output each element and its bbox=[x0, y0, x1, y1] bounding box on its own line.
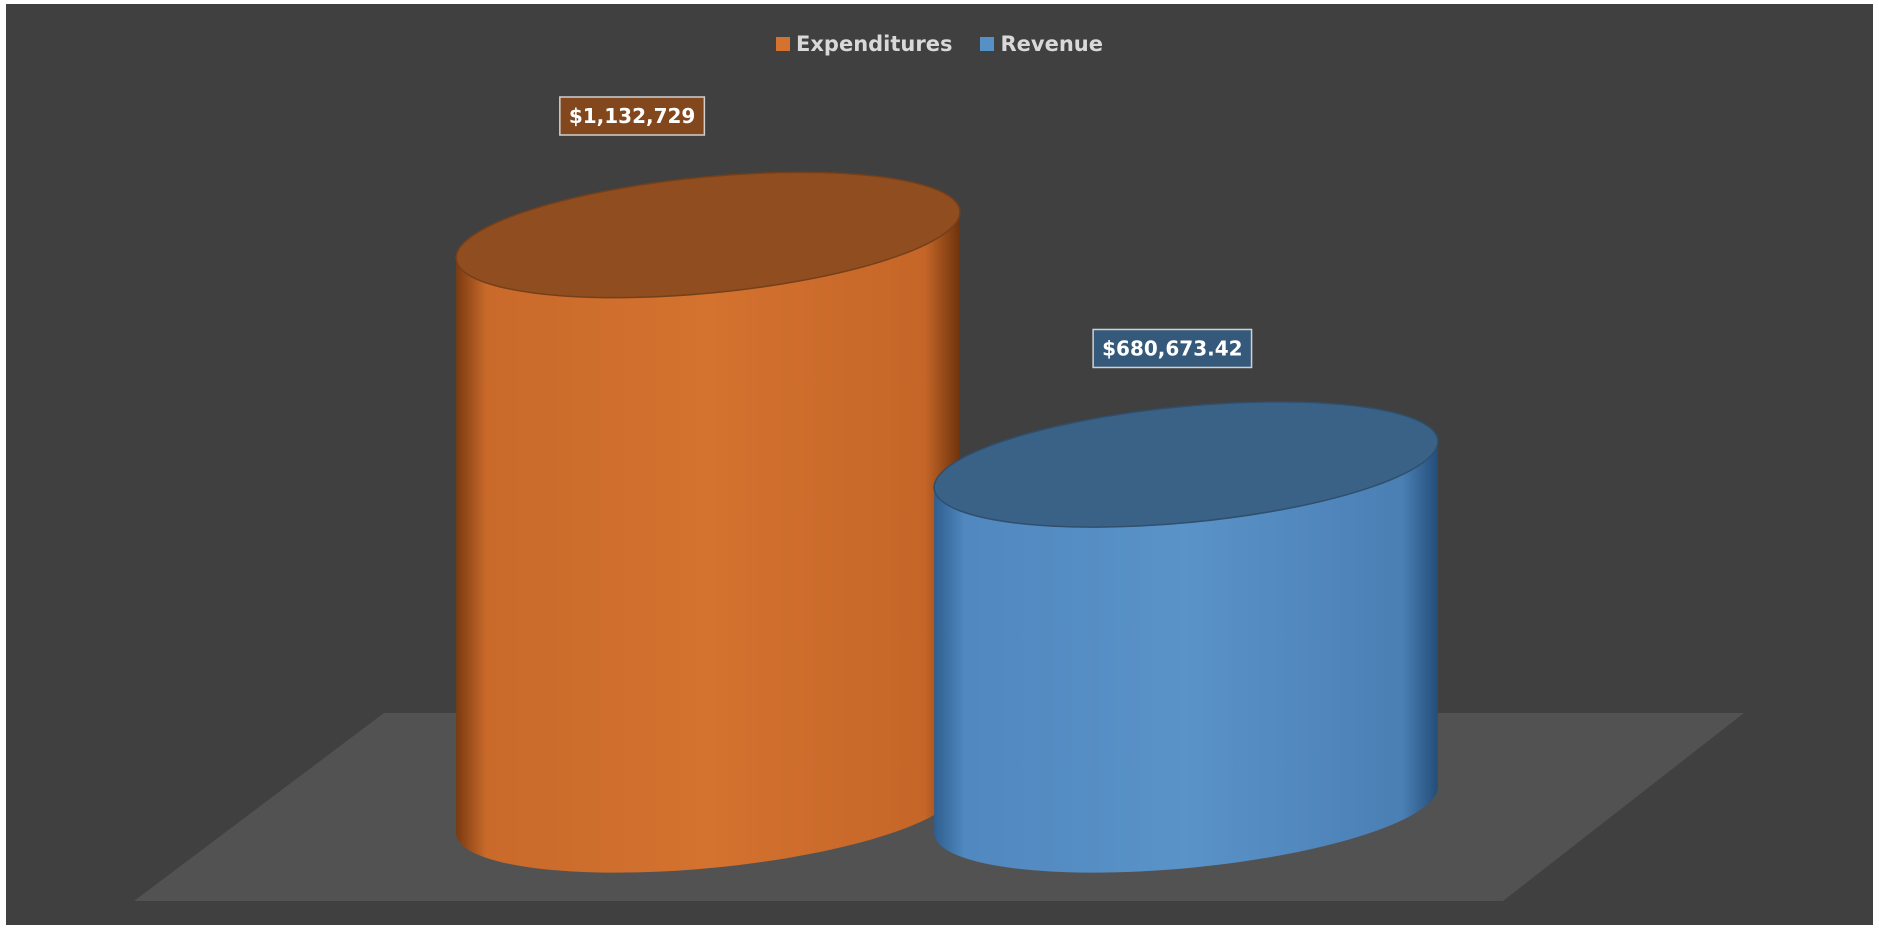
plot-area: $1,132,729 $680,673.42 bbox=[134, 96, 1744, 901]
legend-swatch-revenue bbox=[980, 37, 995, 51]
data-label-revenue: $680,673.42 bbox=[1092, 328, 1253, 369]
svg-text:$1,132,729: $1,132,729 bbox=[569, 104, 696, 128]
bar-body-expenditures bbox=[456, 210, 960, 873]
legend: Expenditures Revenue bbox=[6, 32, 1873, 56]
legend-label-revenue: Revenue bbox=[1000, 32, 1103, 56]
data-label-box-expenditures bbox=[559, 96, 706, 136]
legend-item-expenditures[interactable]: Expenditures bbox=[776, 32, 952, 56]
bar-top-expenditures bbox=[455, 171, 961, 299]
legend-swatch-expenditures bbox=[776, 37, 791, 51]
svg-text:$680,673.42: $680,673.42 bbox=[1102, 336, 1242, 360]
legend-label-expenditures: Expenditures bbox=[796, 32, 953, 56]
bar-expenditures[interactable] bbox=[451, 153, 966, 873]
chart-area: Expenditures Revenue $1 bbox=[6, 4, 1873, 925]
data-label-expenditures: $1,132,729 bbox=[559, 96, 706, 136]
bar-revenue[interactable] bbox=[929, 382, 1444, 873]
bar-body-revenue bbox=[934, 440, 1438, 873]
bar-top-revenue bbox=[933, 401, 1439, 528]
legend-item-revenue[interactable]: Revenue bbox=[980, 32, 1103, 56]
data-label-box-revenue bbox=[1092, 328, 1253, 369]
